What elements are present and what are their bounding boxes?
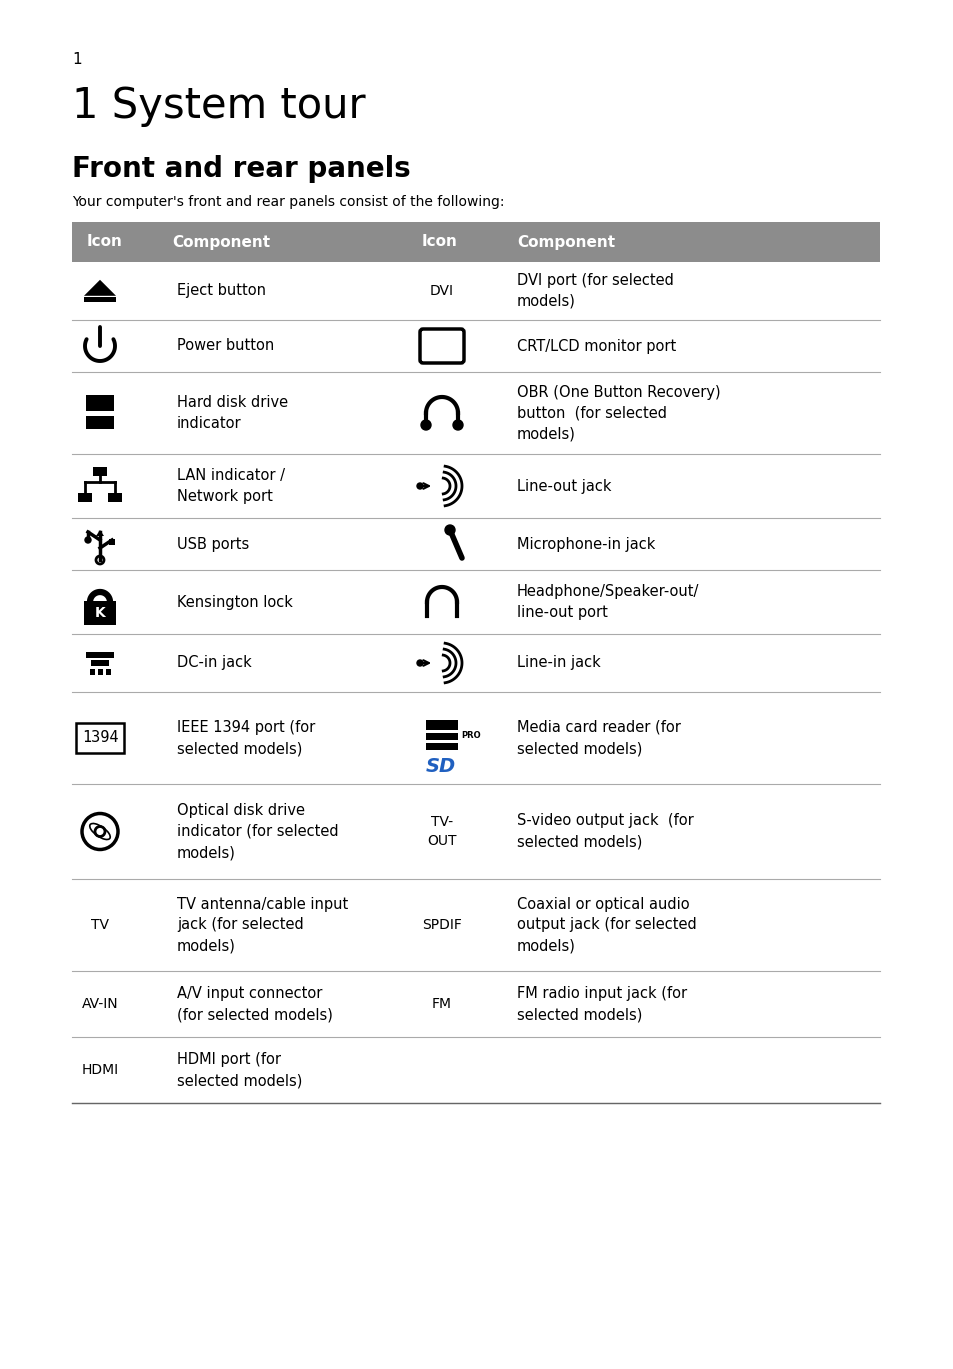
Text: FM: FM bbox=[432, 997, 452, 1010]
Text: IEEE 1394 port (for
selected models): IEEE 1394 port (for selected models) bbox=[177, 720, 314, 756]
Bar bbox=[426, 743, 457, 750]
Bar bbox=[86, 416, 113, 428]
Bar bbox=[92, 467, 107, 476]
Text: Front and rear panels: Front and rear panels bbox=[71, 155, 411, 183]
Text: Component: Component bbox=[172, 234, 270, 249]
Text: PRO: PRO bbox=[460, 731, 480, 739]
Text: AV-IN: AV-IN bbox=[82, 997, 118, 1010]
Polygon shape bbox=[84, 279, 116, 296]
Text: USB ports: USB ports bbox=[177, 537, 249, 552]
Text: Icon: Icon bbox=[87, 234, 123, 249]
Bar bbox=[90, 669, 95, 675]
Bar bbox=[86, 652, 113, 658]
Text: Coaxial or optical audio
output jack (for selected
models): Coaxial or optical audio output jack (fo… bbox=[517, 897, 696, 953]
Bar bbox=[91, 660, 109, 665]
Text: TV: TV bbox=[91, 919, 109, 932]
Text: DC-in jack: DC-in jack bbox=[177, 656, 252, 671]
Text: Line-out jack: Line-out jack bbox=[517, 479, 611, 493]
Text: S-video output jack  (for
selected models): S-video output jack (for selected models… bbox=[517, 813, 693, 850]
Text: Line-in jack: Line-in jack bbox=[517, 656, 600, 671]
Text: 1 System tour: 1 System tour bbox=[71, 85, 365, 127]
Text: SD: SD bbox=[426, 757, 456, 775]
Text: Media card reader (for
selected models): Media card reader (for selected models) bbox=[517, 720, 680, 756]
Text: Kensington lock: Kensington lock bbox=[177, 594, 293, 609]
Bar bbox=[426, 732, 457, 741]
Text: TV antenna/cable input
jack (for selected
models): TV antenna/cable input jack (for selecte… bbox=[177, 897, 348, 953]
Text: Eject button: Eject button bbox=[177, 283, 266, 298]
Text: HDMI port (for
selected models): HDMI port (for selected models) bbox=[177, 1051, 302, 1088]
Text: A/V input connector
(for selected models): A/V input connector (for selected models… bbox=[177, 986, 333, 1023]
Bar bbox=[426, 720, 457, 730]
Text: OBR (One Button Recovery)
button  (for selected
models): OBR (One Button Recovery) button (for se… bbox=[517, 385, 720, 441]
Text: Component: Component bbox=[517, 234, 615, 249]
Text: Hard disk drive
indicator: Hard disk drive indicator bbox=[177, 396, 288, 431]
Text: DVI: DVI bbox=[430, 283, 454, 298]
FancyBboxPatch shape bbox=[84, 601, 116, 626]
Bar bbox=[98, 669, 103, 675]
Text: Microphone-in jack: Microphone-in jack bbox=[517, 537, 655, 552]
Text: SPDIF: SPDIF bbox=[421, 919, 461, 932]
Text: 1: 1 bbox=[71, 52, 82, 67]
Text: K: K bbox=[94, 606, 105, 620]
Bar bbox=[78, 493, 91, 502]
Circle shape bbox=[416, 483, 422, 489]
Text: Power button: Power button bbox=[177, 338, 274, 353]
Text: FM radio input jack (for
selected models): FM radio input jack (for selected models… bbox=[517, 986, 686, 1023]
Text: LAN indicator /
Network port: LAN indicator / Network port bbox=[177, 468, 285, 504]
Polygon shape bbox=[96, 530, 104, 537]
Text: Icon: Icon bbox=[421, 234, 457, 249]
Circle shape bbox=[420, 420, 431, 430]
Circle shape bbox=[444, 524, 455, 535]
Text: TV-
OUT: TV- OUT bbox=[427, 816, 456, 847]
Text: 1394: 1394 bbox=[82, 731, 118, 746]
Circle shape bbox=[416, 660, 422, 665]
Bar bbox=[71, 222, 879, 261]
Text: Optical disk drive
indicator (for selected
models): Optical disk drive indicator (for select… bbox=[177, 804, 338, 860]
Bar bbox=[106, 669, 111, 675]
Bar bbox=[84, 297, 116, 301]
Text: Your computer's front and rear panels consist of the following:: Your computer's front and rear panels co… bbox=[71, 194, 504, 209]
Bar bbox=[109, 539, 115, 545]
Bar bbox=[86, 396, 113, 411]
Circle shape bbox=[85, 537, 91, 543]
Text: DVI port (for selected
models): DVI port (for selected models) bbox=[517, 272, 673, 309]
Circle shape bbox=[453, 420, 462, 430]
Text: HDMI: HDMI bbox=[81, 1062, 118, 1077]
Text: Headphone/Speaker-out/
line-out port: Headphone/Speaker-out/ line-out port bbox=[517, 585, 699, 620]
Bar bbox=[108, 493, 122, 502]
Text: CRT/LCD monitor port: CRT/LCD monitor port bbox=[517, 338, 676, 353]
